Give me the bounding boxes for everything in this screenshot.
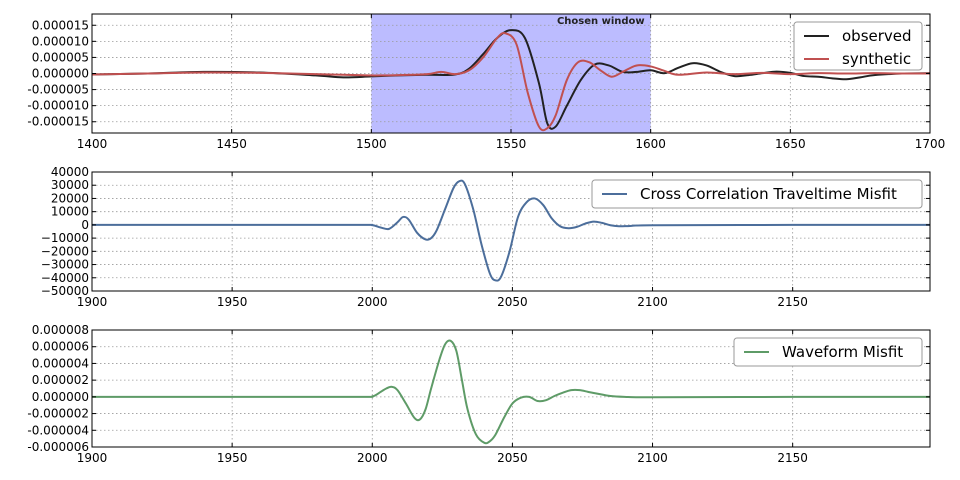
y-tick-label: 0.000008: [32, 323, 89, 337]
x-tick-label: 1600: [635, 137, 666, 151]
observed-synthetic-panel: 1400 1450 1500 1550 1600 1650 1700 0.000015 0.00…: [27, 13, 945, 151]
x-tick-label: 2050: [497, 295, 528, 309]
x-tick-label: 2100: [637, 451, 668, 465]
legend: Cross Correlation Traveltime Misfit: [591, 179, 923, 209]
y-tick-label: -0.000010: [27, 99, 89, 113]
x-tick-label: 2150: [777, 295, 808, 309]
x-tick-label: 2100: [637, 295, 668, 309]
x-tick-label: 1550: [496, 137, 527, 151]
y-tick-label: −40000: [41, 271, 89, 285]
legend-entry: Waveform Misfit: [782, 343, 903, 361]
x-tick-label: 1900: [77, 451, 108, 465]
y-tick-label: 0.000010: [32, 34, 89, 48]
y-tick-label: -0.000006: [27, 440, 89, 454]
y-tick-label: 0.000000: [32, 67, 89, 81]
y-tick-label: 0.000000: [32, 390, 89, 404]
cross-correlation-panel: 1900 1950 2000 2050 2100 2150 4000030000200001…: [41, 165, 931, 309]
x-tick-label: 2150: [777, 451, 808, 465]
x-tick-label: 1900: [77, 295, 108, 309]
y-tick-label: -0.000015: [27, 115, 89, 129]
plot-frame: [91, 171, 931, 292]
series-lines: [92, 29, 930, 132]
x-tick-label: 2050: [497, 451, 528, 465]
x-tick-label: 1400: [77, 137, 108, 151]
legend-entry: observed: [842, 27, 912, 45]
plot-frame: [91, 329, 931, 448]
x-tick-label: 2000: [357, 295, 388, 309]
x-tick-label: 1950: [217, 451, 248, 465]
x-tick-label: 1450: [216, 137, 247, 151]
y-tick-label: 0.000006: [32, 340, 89, 354]
series-lines: [92, 339, 930, 445]
y-tick-label: 40000: [51, 165, 89, 179]
y-tick-label: −30000: [41, 258, 89, 272]
series-line-synthetic: [92, 32, 930, 132]
chosen-window-label: Chosen window: [557, 16, 645, 27]
y-tick-label: 0.000002: [32, 373, 89, 387]
y-tick-label: 0: [81, 218, 89, 232]
x-tick-label: 2000: [357, 451, 388, 465]
y-tick-label: 0.000015: [32, 18, 89, 32]
legend-entry: Cross Correlation Traveltime Misfit: [640, 185, 897, 203]
y-tick-label: −20000: [41, 244, 89, 258]
axis-ticks: 1900 1950 2000 2050 2100 2150 0.000008 0.000006…: [27, 323, 930, 465]
grid-lines: [92, 330, 930, 447]
y-tick-label: 10000: [51, 205, 89, 219]
legend: Waveform Misfit: [733, 337, 923, 367]
axis-ticks: 1400 1450 1500 1550 1600 1650 1700 0.000015 0.00…: [27, 14, 945, 151]
series-lines: [92, 179, 930, 282]
y-tick-label: -0.000005: [27, 83, 89, 97]
waveform-misfit-panel: 1900 1950 2000 2050 2100 2150 0.000008 0.000006…: [27, 323, 931, 465]
series-line-waveform-misfit: [92, 339, 930, 445]
series-line-cross-correlation-traveltime-misfit: [92, 179, 930, 282]
y-tick-label: 20000: [51, 191, 89, 205]
legend: observed synthetic: [793, 21, 923, 71]
y-tick-label: −10000: [41, 231, 89, 245]
y-tick-label: 0.000004: [32, 356, 89, 370]
y-tick-label: 30000: [51, 178, 89, 192]
legend-box: [591, 179, 923, 209]
x-tick-label: 1950: [217, 295, 248, 309]
y-tick-label: −50000: [41, 284, 89, 298]
y-tick-label: 0.000005: [32, 50, 89, 64]
legend-box: [733, 337, 923, 367]
x-tick-label: 1500: [356, 137, 387, 151]
y-tick-label: -0.000002: [27, 407, 89, 421]
axis-ticks: 1900 1950 2000 2050 2100 2150 4000030000200001…: [41, 165, 930, 309]
x-tick-label: 1650: [775, 137, 806, 151]
legend-entry: synthetic: [842, 50, 911, 68]
x-tick-label: 1700: [915, 137, 946, 151]
y-tick-label: -0.000004: [27, 423, 89, 437]
